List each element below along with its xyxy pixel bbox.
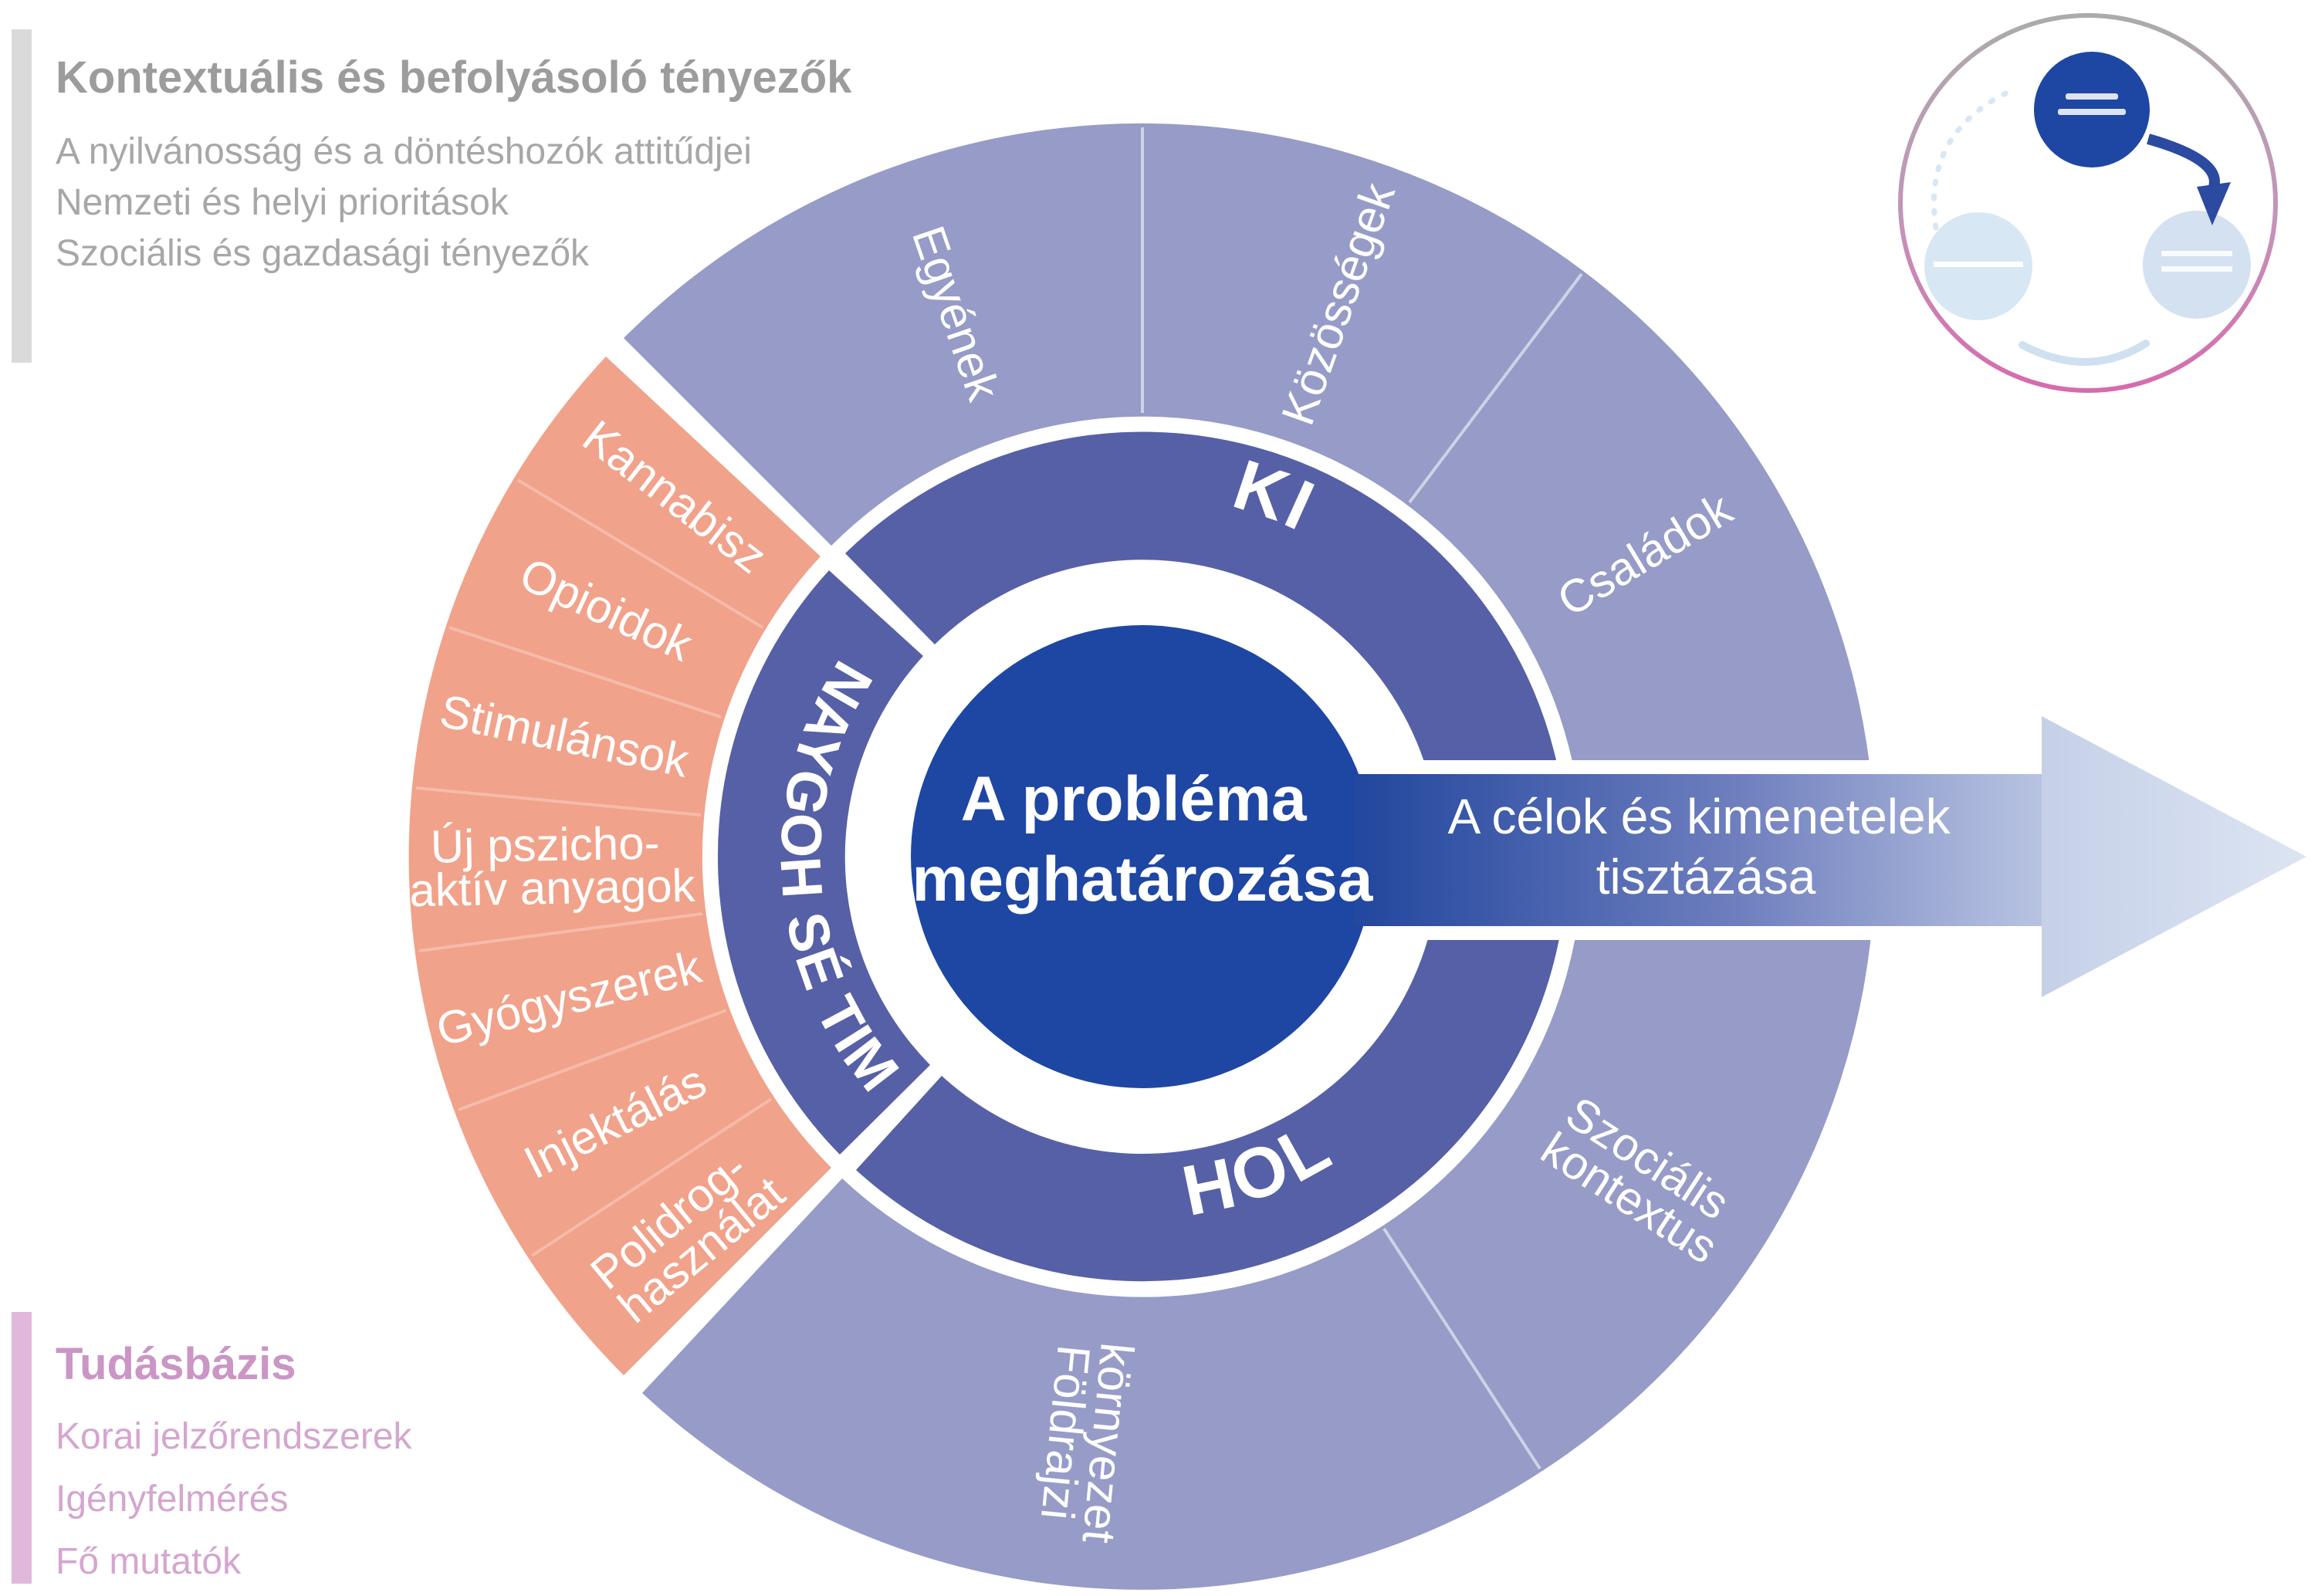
wheel-rings — [408, 123, 1875, 1590]
mini-stage-circle — [2143, 211, 2251, 319]
context-title: Kontextuális és befolyásoló tényezők — [56, 52, 852, 103]
mini-bottom-arrow — [2019, 340, 2150, 366]
context-bar — [12, 29, 32, 363]
context-item: Szociális és gazdasági tényezők — [56, 233, 590, 274]
sector-what — [408, 357, 831, 1375]
center-title: A probléma meghatározása — [912, 764, 1373, 915]
knowledge-item: Igényfelmérés — [56, 1479, 288, 1520]
context-item: A nyilvánosság és a döntéshozók attitűdj… — [56, 131, 752, 172]
midring-ki — [845, 431, 1567, 847]
mini-cycle-diagram — [1898, 13, 2278, 393]
mini-divider — [1934, 262, 2023, 267]
problem-definition-circle — [911, 625, 1374, 1088]
segment-label-uj-pszichoaktiv: Új pszicho- aktív anyagok — [408, 817, 696, 916]
sector-who — [624, 123, 1875, 842]
context-item: Nemzeti és helyi prioritások — [56, 182, 509, 223]
mini-divider — [2161, 251, 2232, 256]
knowledge-item: Fő mutatók — [56, 1541, 242, 1582]
mini-flow-arrowhead — [2197, 182, 2231, 225]
sector-where — [642, 872, 1875, 1590]
knowledge-bar — [12, 1312, 32, 1584]
midring-hol — [856, 877, 1566, 1282]
segment-label-foldrajzi-kornyezet: Földrajzi környezet — [1030, 1337, 1143, 1546]
mini-text-line — [2066, 93, 2118, 100]
knowledge-item: Korai jelzőrendszerek — [56, 1416, 413, 1457]
mini-flow-arrow — [2147, 134, 2220, 188]
midring-mit — [717, 570, 930, 1155]
context-factors-block: Kontextuális és befolyásoló tényezők A n… — [12, 29, 852, 363]
arrowhead — [2042, 716, 2306, 997]
outcome-arrow-label: A célok és kimenetelek tisztázása — [1448, 789, 1964, 905]
knowledge-title: Tudásbázis — [56, 1339, 296, 1389]
segment-dividers — [415, 127, 1583, 1470]
mini-text-line — [2058, 109, 2126, 115]
knowledge-base-block: Tudásbázis Korai jelzőrendszerek Igényfe… — [12, 1312, 413, 1584]
mini-divider — [2161, 266, 2232, 272]
outcome-arrow — [1355, 716, 2306, 997]
